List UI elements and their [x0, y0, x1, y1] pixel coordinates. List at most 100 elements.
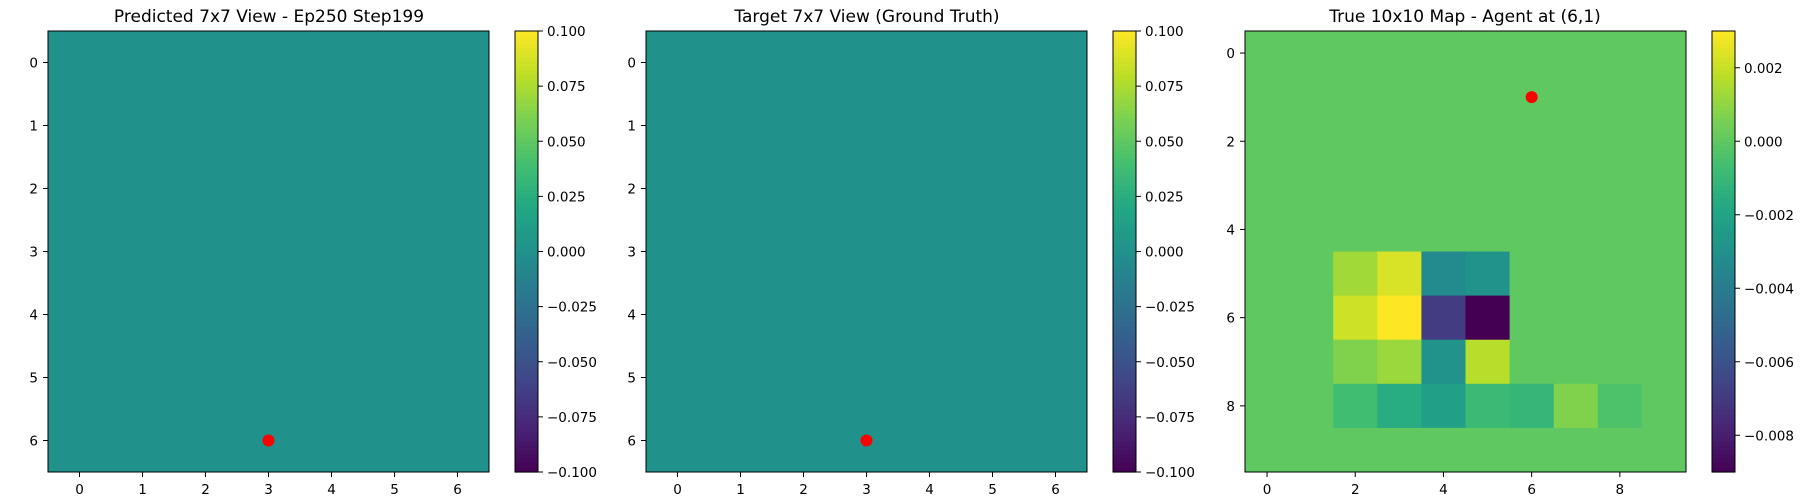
- heatmap-cell: [174, 409, 238, 473]
- colorbar-segment: [1712, 286, 1735, 292]
- heatmap-cell: [1245, 383, 1290, 429]
- plot-frame: [1244, 30, 1687, 473]
- heatmap-cell: [1289, 383, 1334, 429]
- heatmap-cell: [961, 94, 1025, 158]
- colorbar-segment: [515, 119, 538, 125]
- colorbar-segment: [1712, 397, 1735, 403]
- colorbar-segment: [515, 57, 538, 63]
- heatmap-cell: [1245, 339, 1290, 385]
- heatmap-cell: [174, 283, 238, 347]
- colorbar-segment: [1712, 83, 1735, 89]
- colorbar-segment: [515, 352, 538, 358]
- heatmap-cell: [300, 409, 364, 473]
- colorbar-segment: [1712, 198, 1735, 204]
- y-axis-ticks: 0 1 2 3 4 5 6: [627, 56, 646, 450]
- colorbar-segment: [1712, 330, 1735, 336]
- heatmap-cell: [1245, 295, 1290, 341]
- heatmap-cell: [1024, 346, 1088, 410]
- heatmap-cell: [1245, 31, 1290, 76]
- colorbar-segment: [1712, 189, 1735, 195]
- heatmap-cell: [1553, 119, 1599, 164]
- colorbar-segment: [515, 141, 538, 147]
- colorbar-segment: [1113, 150, 1136, 156]
- colorbar-segment: [1712, 114, 1735, 120]
- heatmap-cell: [1465, 75, 1511, 120]
- heatmap-cell: [835, 157, 899, 221]
- colorbar-segment: [1113, 348, 1136, 354]
- colorbar-tick-label: −0.050: [547, 355, 597, 371]
- colorbar-segment: [515, 198, 538, 204]
- colorbar-segment: [515, 432, 538, 438]
- colorbar-segment: [515, 348, 538, 354]
- colorbar-segment: [1113, 97, 1136, 103]
- colorbar-segment: [1712, 260, 1735, 266]
- colorbar-tick-label: −0.100: [1145, 465, 1195, 481]
- colorbar-segment: [1113, 295, 1136, 301]
- heatmap-cell: [1245, 119, 1290, 164]
- heatmap-cell: [1333, 31, 1378, 76]
- y-tick-label: 0: [627, 56, 636, 72]
- x-axis-ticks: 0 1 2 3 4 5 6: [75, 472, 462, 498]
- colorbar-segment: [515, 128, 538, 134]
- x-tick-label: 1: [138, 482, 147, 498]
- colorbar-segment: [1712, 304, 1735, 310]
- y-tick-label: 4: [1226, 222, 1235, 238]
- colorbar-segment: [1113, 344, 1136, 350]
- heatmap-cell: [772, 346, 836, 410]
- colorbar-tick-label: −0.004: [1744, 281, 1794, 297]
- colorbar-segment: [1113, 379, 1136, 385]
- colorbar-segment: [1113, 352, 1136, 358]
- heatmap-cells: [1245, 31, 1687, 473]
- heatmap-cell: [1377, 75, 1422, 120]
- heatmap-cell: [48, 220, 112, 284]
- heatmap-cell: [1289, 119, 1334, 164]
- heatmap-cell: [1597, 75, 1643, 120]
- colorbar-segment: [1113, 410, 1136, 416]
- colorbar-segment: [515, 136, 538, 142]
- colorbar-segment: [1113, 31, 1136, 37]
- chart-title: True 10x10 Map - Agent at (6,1): [1328, 7, 1601, 27]
- colorbar-segment: [1712, 207, 1735, 213]
- heatmap-cell: [1024, 31, 1088, 95]
- colorbar-segment: [1113, 105, 1136, 111]
- colorbar-segment: [1113, 427, 1136, 433]
- colorbar-segment: [515, 410, 538, 416]
- y-tick-label: 6: [1226, 311, 1235, 327]
- colorbar-segment: [1712, 70, 1735, 76]
- colorbar-segment: [1712, 366, 1735, 372]
- colorbar-segment: [1113, 35, 1136, 41]
- colorbar-segment: [515, 97, 538, 103]
- colorbar-segment: [1113, 202, 1136, 208]
- colorbar-segment: [515, 344, 538, 350]
- heatmap-cell: [111, 220, 175, 284]
- colorbar-segment: [1712, 176, 1735, 182]
- heatmap-cell: [1024, 157, 1088, 221]
- y-tick-label: 3: [29, 245, 38, 261]
- heatmap-cell: [1333, 339, 1378, 385]
- heatmap-cell: [426, 409, 490, 473]
- colorbar-segment: [515, 260, 538, 266]
- colorbar-segment: [515, 388, 538, 394]
- colorbar-segment: [1712, 449, 1735, 455]
- colorbar-segment: [1712, 145, 1735, 151]
- colorbar-segment: [1113, 79, 1136, 85]
- colorbar-segment: [1712, 322, 1735, 328]
- colorbar-segment: [1113, 397, 1136, 403]
- heatmap-cell: [174, 94, 238, 158]
- colorbar-segment: [515, 194, 538, 200]
- colorbar-segment: [1113, 185, 1136, 191]
- heatmap-cell: [646, 346, 710, 410]
- colorbar-tick-label: 0.025: [547, 189, 586, 205]
- heatmap-cell: [1245, 75, 1290, 120]
- colorbar-segment: [1113, 75, 1136, 81]
- colorbar-segment: [1113, 242, 1136, 248]
- colorbar-segment: [1113, 119, 1136, 125]
- heatmap-cell: [1024, 220, 1088, 284]
- colorbar-segment: [1712, 361, 1735, 367]
- colorbar-segment: [1712, 423, 1735, 429]
- heatmap-cell: [1465, 383, 1511, 429]
- colorbar-tick-label: −0.050: [1145, 355, 1195, 371]
- heatmap-cell: [1465, 119, 1511, 164]
- heatmap-cell: [237, 346, 301, 410]
- colorbar-segment: [1113, 454, 1136, 460]
